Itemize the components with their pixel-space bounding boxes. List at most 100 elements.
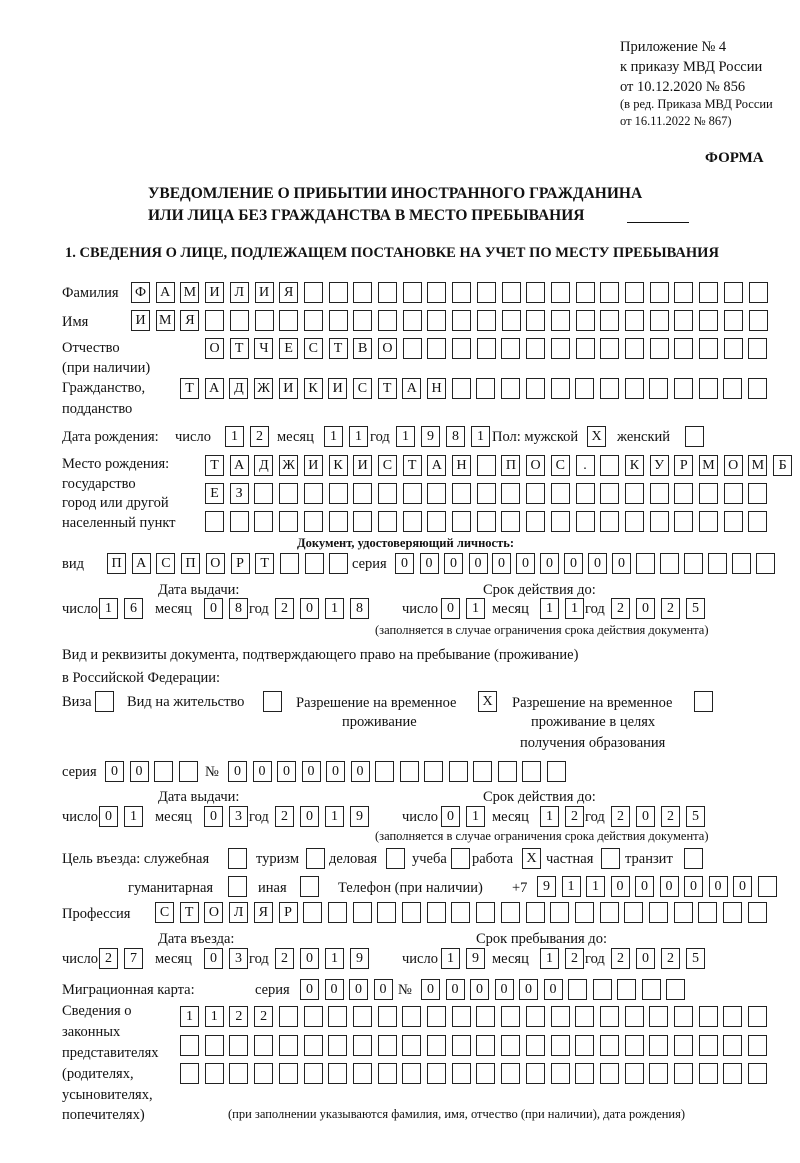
surname-box[interactable]	[353, 282, 373, 303]
surname-box[interactable]	[600, 282, 620, 303]
representatives-3-box[interactable]	[649, 1063, 669, 1084]
representatives-1-box[interactable]: 1	[180, 1006, 199, 1027]
residence-box[interactable]	[263, 691, 282, 712]
entry-end-month-box[interactable]: 2	[565, 948, 584, 969]
representatives-1-box[interactable]	[649, 1006, 669, 1027]
surname-box[interactable]	[476, 282, 496, 303]
phone-box[interactable]: 0	[708, 876, 728, 897]
right-number-box[interactable]: 0	[277, 761, 296, 782]
surname-box[interactable]	[501, 282, 521, 303]
id-number-box[interactable]	[732, 553, 751, 574]
right-end-month-box[interactable]: 1	[540, 806, 559, 827]
surname-box[interactable]	[649, 282, 669, 303]
name-box[interactable]	[452, 310, 472, 331]
representatives-1-box[interactable]	[550, 1006, 570, 1027]
birth-place-3-box[interactable]	[377, 511, 397, 532]
birth-place-1-box[interactable]: .	[575, 455, 595, 476]
entry-end-day-box[interactable]: 9	[466, 948, 485, 969]
citizenship-box[interactable]	[674, 378, 693, 399]
citizenship-box[interactable]: Т	[180, 378, 199, 399]
name-box[interactable]	[550, 310, 570, 331]
birth-place-2-box[interactable]	[674, 483, 694, 504]
birth-place-2-box[interactable]	[452, 483, 471, 504]
patronymic-box[interactable]: Е	[279, 338, 299, 359]
birth-place-2-box[interactable]	[649, 483, 669, 504]
birth-place-3-box[interactable]	[328, 511, 348, 532]
birth-place-3-box[interactable]	[279, 511, 299, 532]
profession-box[interactable]	[327, 902, 347, 923]
citizenship-box[interactable]	[748, 378, 768, 399]
birth-place-1-box[interactable]: С	[550, 455, 570, 476]
birth-place-3-box[interactable]	[699, 511, 718, 532]
birth-place-2-box[interactable]	[377, 483, 397, 504]
birth-place-3-box[interactable]	[501, 511, 521, 532]
id-number-box[interactable]	[636, 553, 655, 574]
representatives-2-box[interactable]	[476, 1035, 496, 1056]
birth-place-2-box[interactable]	[748, 483, 768, 504]
representatives-3-box[interactable]	[501, 1063, 521, 1084]
representatives-2-box[interactable]	[674, 1035, 693, 1056]
representatives-2-box[interactable]	[698, 1035, 718, 1056]
representatives-3-box[interactable]	[575, 1063, 595, 1084]
surname-box[interactable]: И	[205, 282, 225, 303]
birth-place-1-box[interactable]: М	[699, 455, 718, 476]
patronymic-box[interactable]: С	[303, 338, 323, 359]
migration-number-box[interactable]: 0	[421, 979, 440, 1000]
patronymic-box[interactable]: В	[353, 338, 373, 359]
migration-number-box[interactable]	[617, 979, 636, 1000]
phone-box[interactable]: 0	[610, 876, 630, 897]
birth-place-1-box[interactable]: А	[229, 455, 249, 476]
right-number-box[interactable]	[399, 761, 419, 782]
profession-box[interactable]	[426, 902, 446, 923]
name-box[interactable]	[229, 310, 249, 331]
representatives-3-box[interactable]	[229, 1063, 249, 1084]
right-issue-day-box[interactable]: 0	[99, 806, 118, 827]
birth-place-2-box[interactable]	[279, 483, 299, 504]
patronymic-box[interactable]: О	[205, 338, 224, 359]
surname-box[interactable]: М	[180, 282, 200, 303]
name-box[interactable]: М	[155, 310, 175, 331]
birth-place-3-box[interactable]	[674, 511, 694, 532]
id-series-box[interactable]: 0	[419, 553, 439, 574]
patronymic-box[interactable]	[674, 338, 694, 359]
profession-box[interactable]	[377, 902, 397, 923]
name-box[interactable]	[303, 310, 323, 331]
birth-place-3-box[interactable]	[748, 511, 768, 532]
surname-box[interactable]	[526, 282, 546, 303]
patronymic-box[interactable]	[575, 338, 595, 359]
phone-box[interactable]	[757, 876, 777, 897]
patronymic-box[interactable]	[699, 338, 718, 359]
representatives-3-box[interactable]	[427, 1063, 446, 1084]
patronymic-box[interactable]: Ч	[254, 338, 274, 359]
birth-place-3-box[interactable]	[427, 511, 447, 532]
representatives-3-box[interactable]	[402, 1063, 422, 1084]
right-series-box[interactable]	[154, 761, 173, 782]
entry-end-year-box[interactable]: 5	[686, 948, 705, 969]
entry-issue-day-box[interactable]: 7	[124, 948, 143, 969]
representatives-3-box[interactable]	[377, 1063, 397, 1084]
citizenship-box[interactable]: Ж	[254, 378, 274, 399]
sex-female-box[interactable]	[685, 426, 704, 447]
id-number-box[interactable]	[708, 553, 727, 574]
patronymic-box[interactable]	[723, 338, 743, 359]
birth-place-3-box[interactable]	[624, 511, 644, 532]
profession-box[interactable]: Т	[179, 902, 199, 923]
migration-series-box[interactable]: 0	[349, 979, 368, 1000]
representatives-3-box[interactable]	[599, 1063, 619, 1084]
purpose-official-box[interactable]	[228, 848, 247, 869]
entry-issue-month-box[interactable]: 0	[204, 948, 223, 969]
birth-place-1-box[interactable]: Н	[452, 455, 471, 476]
birth-place-1-box[interactable]: И	[303, 455, 323, 476]
birth-place-1-box[interactable]: Т	[402, 455, 422, 476]
profession-box[interactable]	[673, 902, 693, 923]
id-kind-box[interactable]: А	[131, 553, 151, 574]
representatives-3-box[interactable]	[476, 1063, 496, 1084]
citizenship-box[interactable]	[649, 378, 669, 399]
citizenship-box[interactable]	[451, 378, 471, 399]
representatives-1-box[interactable]	[278, 1006, 298, 1027]
birth-place-1-box[interactable]	[476, 455, 496, 476]
name-box[interactable]	[205, 310, 225, 331]
right-issue-year-box[interactable]: 2	[275, 806, 294, 827]
entry-end-year-box[interactable]: 2	[611, 948, 630, 969]
id-end-year-box[interactable]: 2	[661, 598, 680, 619]
